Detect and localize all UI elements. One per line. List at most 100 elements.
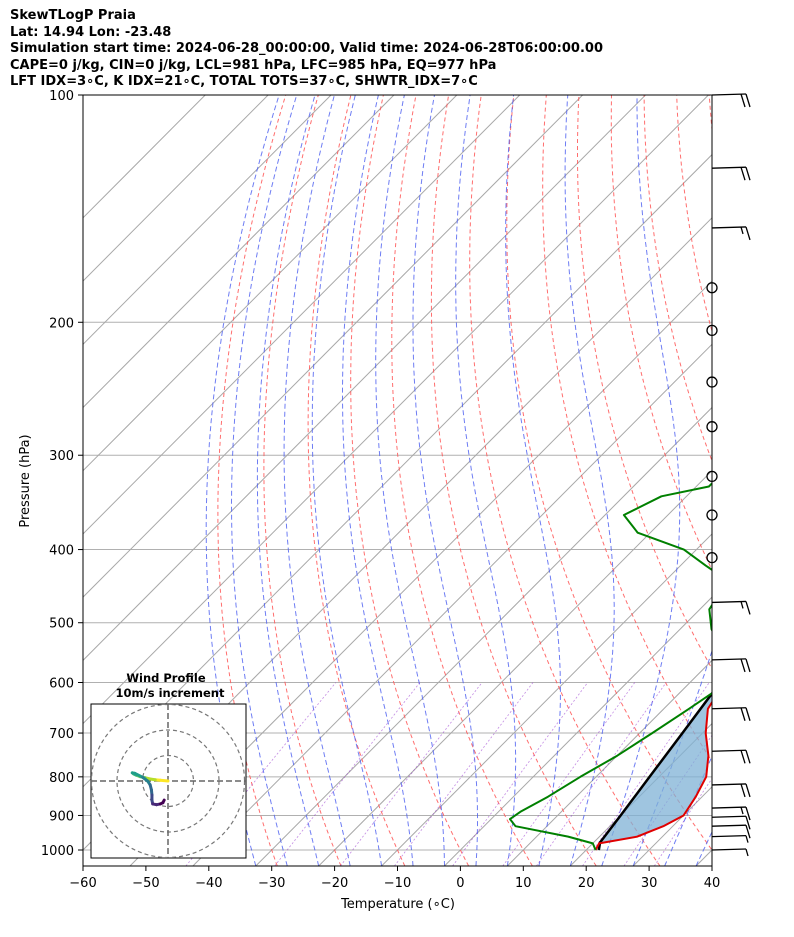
isotherm-line (83, 95, 521, 535)
mixing-ratio-line (274, 682, 421, 866)
barb-full-flag (740, 750, 746, 764)
barb-half-flag (740, 806, 744, 815)
isotherm-line (318, 469, 712, 866)
cape-shading (597, 693, 712, 847)
dry-adiabat (610, 95, 712, 572)
isotherm-line (129, 280, 712, 866)
y-tick-label: 400 (49, 544, 74, 559)
hodograph-body (91, 704, 246, 858)
wind-barb (711, 806, 751, 821)
wind-barb (711, 749, 751, 764)
x-tick-label: 20 (578, 876, 595, 891)
x-tick-label: −20 (321, 876, 348, 891)
dry-adiabat (774, 95, 794, 866)
moist-adiabat (601, 95, 681, 866)
barb-shaft (711, 658, 747, 661)
mixing-ratio-line (502, 682, 636, 866)
barb-shaft (711, 749, 747, 752)
hodograph-inset (90, 703, 247, 859)
calm-wind-circle (706, 324, 718, 337)
dry-adiabat (430, 95, 597, 866)
x-tick-label: −40 (195, 876, 222, 891)
y-tick-label: 900 (49, 809, 74, 824)
moist-adiabat (205, 95, 280, 866)
wind-barbs (706, 93, 751, 857)
wind-barb (711, 783, 751, 798)
dry-adiabat (307, 95, 406, 866)
x-tick-label: 10 (515, 876, 532, 891)
moist-adiabat (412, 95, 478, 866)
isotherm-line (83, 95, 709, 725)
wind-barb (711, 824, 751, 839)
barb-half-flag (740, 226, 744, 235)
moist-adiabat (231, 95, 298, 866)
barb-full-flag (745, 806, 751, 821)
isotherm-line (759, 95, 794, 866)
barb-shaft (711, 783, 747, 786)
mixing-ratio-line (653, 777, 712, 866)
y-tick-label: 500 (49, 617, 74, 632)
barb-shaft (711, 600, 747, 604)
x-tick-label: 30 (641, 876, 658, 891)
barb-full-flag (740, 93, 746, 108)
x-tick-label: −50 (132, 876, 159, 891)
y-axis-title: Pressure (hPa) (18, 434, 33, 527)
barb-full-flag (745, 825, 751, 839)
barb-full-flag (740, 166, 746, 181)
mixing-ratio-line (536, 682, 667, 866)
barb-full-flag (745, 783, 751, 798)
barb-half-flag (745, 835, 749, 843)
mixing-ratio-line (394, 682, 534, 866)
barb-shaft (711, 93, 747, 96)
isotherm-line (83, 95, 269, 282)
hodograph-title: Wind Profile (126, 671, 206, 685)
x-tick-label: −60 (69, 876, 96, 891)
barb-shaft (711, 707, 747, 710)
y-tick-label: 300 (49, 449, 74, 464)
moist-adiabat (311, 95, 383, 866)
y-tick-label: 200 (49, 316, 74, 331)
dewpoint-line (509, 481, 712, 851)
wind-barb (711, 93, 751, 108)
isotherm-line (192, 343, 712, 866)
time-line: Simulation start time: 2024-06-28_00:00:… (10, 41, 603, 56)
dry-adiabat (350, 95, 470, 866)
isotherm-line (83, 95, 395, 409)
hodograph-trace-segment (161, 798, 166, 805)
isotherm-line (507, 659, 712, 866)
isotherm-line (444, 596, 712, 866)
barb-full-flag (745, 601, 751, 615)
calm-wind-circle (706, 509, 718, 521)
calm-wind-circle (706, 376, 718, 388)
x-tick-label: −30 (258, 876, 285, 891)
indices-line-2: LFT IDX=3∘C, K IDX=21∘C, TOTAL TOTS=37∘C… (10, 74, 478, 89)
barb-full-flag (745, 93, 751, 108)
barb-shaft (711, 824, 747, 827)
x-tick-label: −10 (384, 876, 411, 891)
plot-layer (509, 481, 712, 851)
dry-adiabat (391, 95, 533, 866)
barb-shaft (711, 834, 747, 838)
parcel-profile-line (597, 691, 712, 851)
isotherm-line (83, 95, 332, 345)
dry-adiabat (469, 95, 661, 866)
moist-adiabat (505, 95, 561, 866)
y-tick-label: 100 (49, 89, 74, 104)
wind-barb (711, 600, 751, 615)
chart-title: SkewTLogP Praia (10, 8, 136, 23)
dry-adiabat (263, 95, 342, 866)
dry-adiabat (217, 95, 287, 866)
calm-wind-circle (706, 282, 718, 294)
barb-full-flag (745, 750, 751, 764)
x-tick-label: 40 (704, 876, 721, 891)
moist-adiabat (283, 95, 351, 866)
isotherm-line (381, 533, 712, 866)
location-line: Lat: 14.94 Lon: -23.48 (10, 24, 172, 40)
wind-barb (711, 848, 749, 857)
barb-full-flag (745, 658, 751, 673)
x-tick-label: 0 (456, 876, 464, 891)
barb-shaft (711, 815, 747, 818)
barb-full-flag (745, 226, 751, 241)
barb-full-flag (740, 783, 746, 798)
